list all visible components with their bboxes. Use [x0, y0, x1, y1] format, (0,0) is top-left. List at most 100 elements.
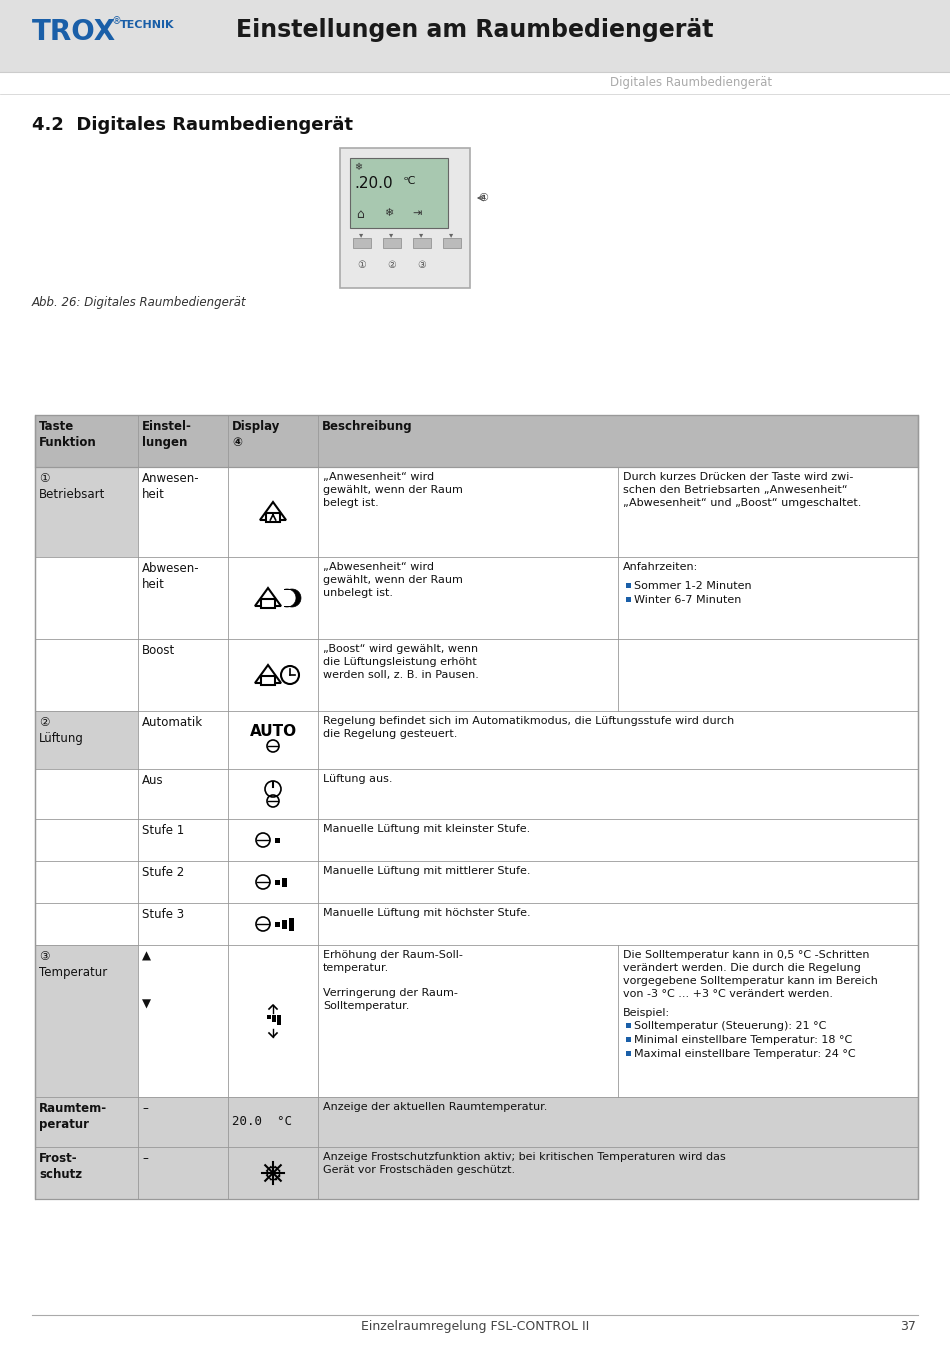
- Bar: [318, 639, 618, 711]
- Bar: [275, 838, 280, 843]
- Text: Anwesen-
heit: Anwesen- heit: [142, 472, 199, 500]
- Text: ®: ®: [112, 16, 122, 26]
- Bar: [350, 158, 448, 228]
- Text: ❄: ❄: [384, 208, 393, 218]
- Text: „Boost“ wird gewählt, wenn
die Lüftungsleistung erhöht
werden soll, z. B. in Pau: „Boost“ wird gewählt, wenn die Lüftungsl…: [323, 645, 479, 680]
- Text: ▾: ▾: [449, 230, 453, 239]
- Bar: [35, 466, 138, 558]
- Bar: [267, 1015, 271, 1019]
- Bar: [0, 0, 950, 72]
- Text: ②
Lüftung: ② Lüftung: [39, 715, 84, 745]
- Bar: [289, 918, 294, 932]
- Bar: [443, 238, 461, 248]
- Bar: [228, 1146, 318, 1200]
- Bar: [618, 558, 918, 639]
- Bar: [35, 558, 138, 639]
- Text: Anfahrzeiten:: Anfahrzeiten:: [623, 562, 698, 573]
- Text: ▾: ▾: [419, 230, 424, 239]
- Bar: [35, 415, 918, 1200]
- Text: 4.2  Digitales Raumbediengerät: 4.2 Digitales Raumbediengerät: [32, 116, 353, 135]
- Text: Anzeige Frostschutzfunktion aktiv; bei kritischen Temperaturen wird das
Gerät vo: Anzeige Frostschutzfunktion aktiv; bei k…: [323, 1152, 726, 1175]
- Text: ①
Betriebsart: ① Betriebsart: [39, 472, 105, 500]
- Bar: [618, 945, 918, 1098]
- Text: ᵒC: ᵒC: [404, 175, 416, 186]
- Bar: [228, 819, 318, 861]
- Bar: [318, 819, 918, 861]
- Text: Beispiel:: Beispiel:: [623, 1008, 670, 1019]
- Bar: [228, 903, 318, 945]
- Bar: [138, 466, 228, 558]
- Bar: [138, 639, 228, 711]
- Bar: [228, 945, 318, 1098]
- Text: Anzeige der aktuellen Raumtemperatur.: Anzeige der aktuellen Raumtemperatur.: [323, 1102, 547, 1112]
- Text: Einzelraumregelung FSL-CONTROL II: Einzelraumregelung FSL-CONTROL II: [361, 1321, 589, 1333]
- Text: ①: ①: [357, 260, 366, 271]
- Text: Manuelle Lüftung mit mittlerer Stufe.: Manuelle Lüftung mit mittlerer Stufe.: [323, 866, 530, 876]
- Text: TECHNIK: TECHNIK: [120, 20, 175, 30]
- Bar: [353, 238, 371, 248]
- Bar: [318, 861, 918, 903]
- Bar: [318, 1098, 918, 1146]
- Bar: [275, 922, 280, 928]
- Bar: [340, 148, 470, 288]
- Text: ②: ②: [387, 260, 396, 271]
- Bar: [35, 639, 138, 711]
- Text: Solltemperatur (Steuerung): 21 °C: Solltemperatur (Steuerung): 21 °C: [634, 1021, 826, 1031]
- Text: schen den Betriebsarten „Anwesenheit“: schen den Betriebsarten „Anwesenheit“: [623, 486, 847, 495]
- Text: Einstel-
lungen: Einstel- lungen: [142, 420, 192, 449]
- Text: Die Solltemperatur kann in 0,5 °C -Schritten: Die Solltemperatur kann in 0,5 °C -Schri…: [623, 951, 869, 960]
- Bar: [35, 1098, 138, 1146]
- Bar: [138, 1098, 228, 1146]
- Text: Maximal einstellbare Temperatur: 24 °C: Maximal einstellbare Temperatur: 24 °C: [634, 1049, 856, 1059]
- Bar: [228, 711, 318, 768]
- Text: Frost-
schutz: Frost- schutz: [39, 1152, 82, 1180]
- Text: Display
④: Display ④: [232, 420, 280, 449]
- Text: ▾: ▾: [359, 230, 363, 239]
- Bar: [413, 238, 431, 248]
- Text: –: –: [142, 1102, 148, 1115]
- Bar: [318, 1146, 918, 1200]
- Bar: [35, 903, 138, 945]
- Bar: [228, 768, 318, 819]
- Text: Lüftung aus.: Lüftung aus.: [323, 774, 392, 783]
- Bar: [318, 903, 918, 945]
- Bar: [626, 1051, 631, 1055]
- Text: Einstellungen am Raumbediengerät: Einstellungen am Raumbediengerät: [237, 18, 713, 42]
- Bar: [228, 466, 318, 558]
- Bar: [626, 583, 631, 588]
- Text: Beschreibung: Beschreibung: [322, 420, 412, 432]
- Text: 37: 37: [901, 1321, 916, 1333]
- Text: Stufe 3: Stufe 3: [142, 908, 184, 921]
- Text: ❄: ❄: [354, 162, 362, 171]
- Bar: [626, 1023, 631, 1028]
- Bar: [318, 768, 918, 819]
- Text: verändert werden. Die durch die Regelung: verändert werden. Die durch die Regelung: [623, 963, 861, 972]
- Bar: [138, 819, 228, 861]
- Text: ④: ④: [478, 193, 488, 203]
- Text: Minimal einstellbare Temperatur: 18 °C: Minimal einstellbare Temperatur: 18 °C: [634, 1035, 852, 1044]
- Text: „Anwesenheit“ wird
gewählt, wenn der Raum
belegt ist.: „Anwesenheit“ wird gewählt, wenn der Rau…: [323, 472, 463, 507]
- Text: Digitales Raumbediengerät: Digitales Raumbediengerät: [610, 76, 772, 88]
- Text: „Abwesenheit“ und „Boost“ umgeschaltet.: „Abwesenheit“ und „Boost“ umgeschaltet.: [623, 498, 862, 509]
- Text: Stufe 2: Stufe 2: [142, 866, 184, 879]
- Bar: [277, 1015, 281, 1025]
- Bar: [35, 861, 138, 903]
- Bar: [266, 513, 280, 522]
- Text: ▲


▼: ▲ ▼: [142, 951, 151, 1010]
- Bar: [35, 711, 138, 768]
- Text: Stufe 1: Stufe 1: [142, 824, 184, 836]
- Text: Sommer 1-2 Minuten: Sommer 1-2 Minuten: [634, 581, 751, 592]
- Bar: [383, 238, 401, 248]
- Bar: [35, 1146, 138, 1200]
- Bar: [318, 945, 618, 1098]
- Text: Automatik: Automatik: [142, 715, 203, 729]
- Text: ③
Temperatur: ③ Temperatur: [39, 951, 107, 979]
- Bar: [272, 1015, 276, 1021]
- Bar: [138, 711, 228, 768]
- Text: ▾: ▾: [389, 230, 393, 239]
- Bar: [138, 768, 228, 819]
- Bar: [35, 819, 138, 861]
- Text: Winter 6-7 Minuten: Winter 6-7 Minuten: [634, 596, 741, 605]
- Text: Regelung befindet sich im Automatikmodus, die Lüftungsstufe wird durch
die Regel: Regelung befindet sich im Automatikmodus…: [323, 715, 734, 738]
- Bar: [318, 466, 618, 558]
